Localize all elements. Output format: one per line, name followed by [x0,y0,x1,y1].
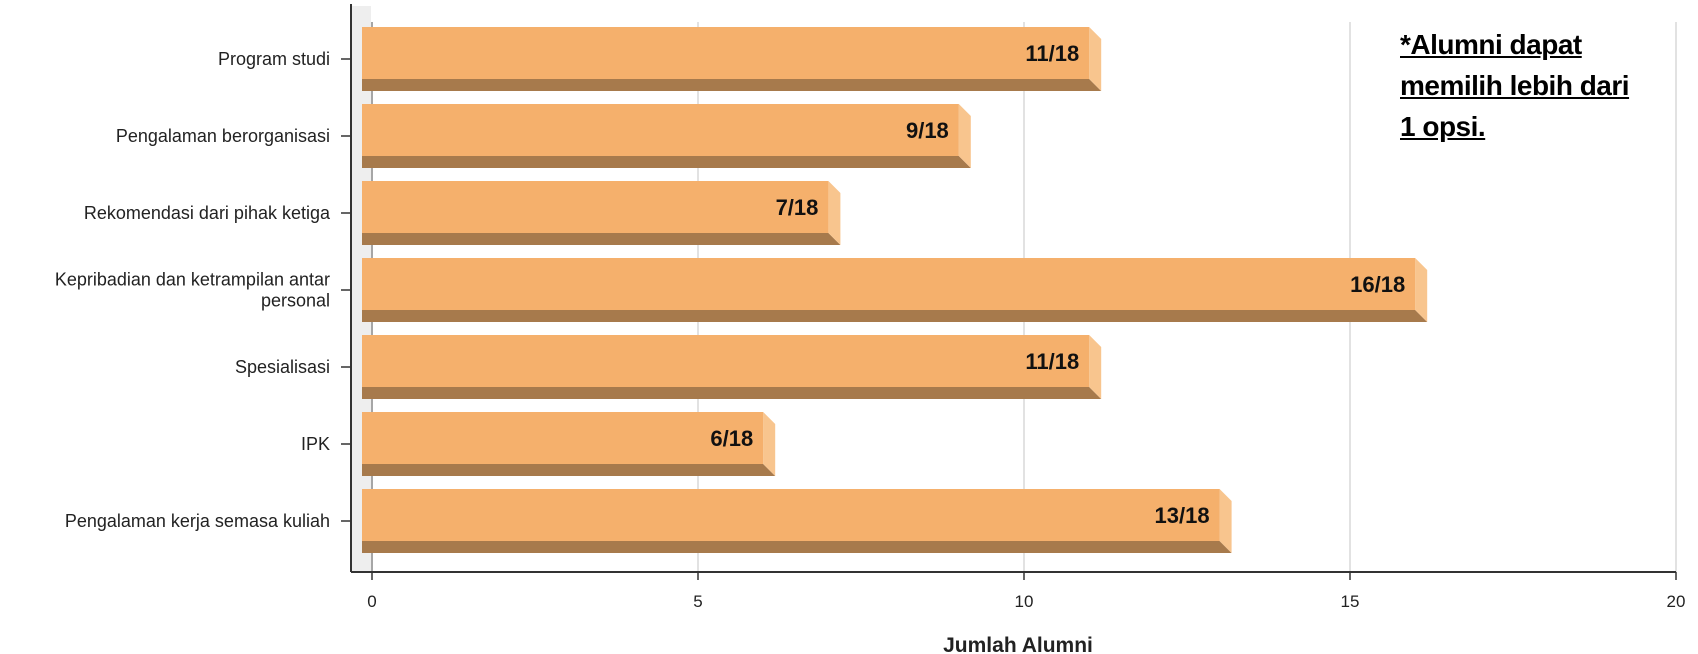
category-label: Pengalaman kerja semasa kuliah [65,511,330,531]
x-tick-label: 0 [367,592,376,611]
bar-data-label: 11/18 [1025,349,1079,374]
footnote: *Alumni dapat memilih lebih dari 1 opsi. [1400,24,1660,147]
bar-side-face [1415,258,1428,322]
category-label: Kepribadian dan ketrampilan antar [55,270,330,290]
bar-bottom-face [362,310,1428,322]
category-label: personal [261,291,330,311]
bar-side-face [828,181,841,245]
bar-side-face [763,412,776,476]
bar-data-label: 13/18 [1155,503,1210,528]
footnote-line-3: 1 opsi. [1400,111,1486,142]
bar-data-label: 11/18 [1025,41,1079,66]
bar-side-face [1219,489,1232,553]
bar [362,335,1090,387]
category-label: Spesialisasi [235,357,330,377]
x-tick-label: 15 [1341,592,1360,611]
bar-bottom-face [362,156,971,168]
bar-bottom-face [362,233,841,245]
bar-data-label: 6/18 [710,426,753,451]
bar-bottom-face [362,464,776,476]
category-label: Pengalaman berorganisasi [116,126,330,146]
x-tick-label: 20 [1667,592,1686,611]
bar-bottom-face [362,387,1102,399]
footnote-line-2: memilih lebih dari [1400,70,1630,101]
category-label: Program studi [218,49,330,69]
bar [362,489,1220,541]
bar [362,104,959,156]
bar-data-label: 7/18 [776,195,819,220]
x-axis-title: Jumlah Alumni [943,634,1093,654]
category-label: Rekomendasi dari pihak ketiga [84,203,331,223]
x-tick-label: 5 [693,592,702,611]
x-tick-label: 10 [1015,592,1034,611]
bar-bottom-face [362,79,1102,91]
footnote-line-1: *Alumni dapat [1400,29,1582,60]
bar [362,258,1416,310]
bar-side-face [1089,335,1102,399]
category-label: IPK [301,434,330,454]
bar-side-face [958,104,971,168]
bar-side-face [1089,27,1102,91]
bar-data-label: 9/18 [906,118,949,143]
bar-data-label: 16/18 [1350,272,1405,297]
bar-bottom-face [362,541,1232,553]
bar [362,27,1090,79]
bar [362,181,829,233]
bar [362,412,764,464]
